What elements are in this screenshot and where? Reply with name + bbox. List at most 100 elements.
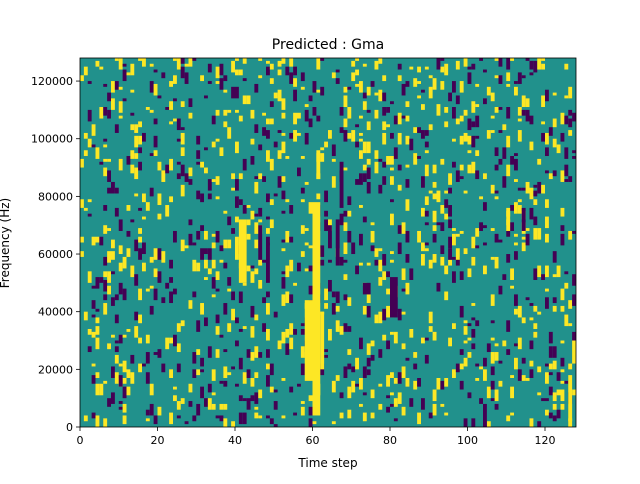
heatmap-cell bbox=[366, 141, 371, 154]
heatmap-cell bbox=[235, 196, 239, 208]
heatmap-cell bbox=[355, 83, 359, 87]
heatmap-cell bbox=[467, 352, 472, 358]
heatmap-cell bbox=[343, 274, 348, 280]
heatmap-cell bbox=[417, 230, 421, 243]
heatmap-cell bbox=[293, 412, 297, 416]
heatmap-cell bbox=[335, 69, 340, 73]
heatmap-cell bbox=[374, 248, 379, 257]
heatmap-cell bbox=[556, 389, 561, 396]
heatmap-cell bbox=[517, 187, 522, 191]
heatmap-cell bbox=[304, 300, 313, 381]
heatmap-cell bbox=[149, 187, 154, 197]
heatmap-cell bbox=[548, 127, 553, 136]
heatmap-cell bbox=[258, 389, 263, 399]
heatmap-cell bbox=[277, 60, 282, 67]
heatmap-cell bbox=[362, 412, 367, 422]
heatmap-cell bbox=[99, 383, 104, 396]
heatmap-cell bbox=[494, 107, 499, 113]
heatmap-cell bbox=[452, 323, 456, 329]
heatmap-cell bbox=[184, 72, 189, 84]
heatmap-cell bbox=[277, 89, 282, 102]
heatmap-cell bbox=[165, 107, 170, 110]
heatmap-cell bbox=[273, 141, 278, 148]
heatmap-cell bbox=[401, 115, 406, 119]
heatmap-cell bbox=[87, 199, 92, 203]
heatmap-cell bbox=[459, 305, 464, 318]
heatmap-cell bbox=[568, 418, 573, 427]
heatmap-cell bbox=[424, 242, 429, 246]
heatmap-cell bbox=[572, 150, 576, 154]
heatmap-cell bbox=[514, 153, 518, 157]
heatmap-cell bbox=[455, 256, 460, 266]
heatmap-cell bbox=[556, 265, 561, 278]
heatmap-cell bbox=[471, 328, 476, 338]
plot-frame bbox=[79, 57, 577, 428]
heatmap-cell bbox=[483, 202, 487, 211]
heatmap-cell bbox=[444, 265, 449, 275]
heatmap-cell bbox=[351, 242, 356, 255]
heatmap-cell bbox=[269, 199, 274, 206]
heatmap-cell bbox=[269, 63, 274, 70]
heatmap-cell bbox=[370, 222, 375, 226]
heatmap-cell bbox=[246, 398, 251, 410]
heatmap-cell bbox=[87, 271, 92, 283]
heatmap-cell bbox=[293, 89, 297, 102]
heatmap-cell bbox=[200, 357, 204, 367]
heatmap-cell bbox=[401, 311, 406, 315]
heatmap-cell bbox=[521, 242, 526, 252]
heatmap-cell bbox=[169, 196, 173, 203]
heatmap-cell bbox=[463, 320, 468, 324]
heatmap-cell bbox=[467, 268, 472, 278]
heatmap-cell bbox=[107, 228, 111, 231]
heatmap-cell bbox=[238, 199, 243, 206]
heatmap-cell bbox=[118, 282, 123, 295]
heatmap-cell bbox=[118, 58, 123, 70]
heatmap-cell bbox=[142, 363, 146, 367]
heatmap-cell bbox=[483, 242, 487, 246]
heatmap-cell bbox=[494, 343, 499, 347]
heatmap-cell bbox=[103, 83, 108, 87]
heatmap-cell bbox=[405, 115, 410, 122]
heatmap-cell bbox=[533, 331, 538, 338]
heatmap-cell bbox=[347, 107, 352, 119]
heatmap-cell bbox=[393, 398, 398, 407]
heatmap-cell bbox=[107, 92, 111, 102]
heatmap-cell bbox=[378, 58, 383, 64]
heatmap-cell bbox=[161, 72, 166, 79]
heatmap-cell bbox=[428, 259, 433, 269]
heatmap-cell bbox=[370, 412, 375, 419]
heatmap-cell bbox=[204, 248, 208, 255]
heatmap-cell bbox=[436, 104, 441, 116]
heatmap-cell bbox=[235, 58, 239, 61]
heatmap-cell bbox=[444, 63, 449, 76]
heatmap-cell bbox=[525, 297, 530, 301]
heatmap-cell bbox=[281, 98, 286, 110]
heatmap-cell bbox=[142, 262, 146, 272]
heatmap-cell bbox=[564, 271, 569, 275]
heatmap-cell bbox=[219, 78, 224, 90]
heatmap-cell bbox=[331, 421, 336, 425]
heatmap-cell bbox=[386, 124, 390, 128]
heatmap-cell bbox=[479, 398, 483, 404]
heatmap-cell bbox=[223, 380, 228, 387]
heatmap-cell bbox=[114, 354, 119, 364]
heatmap-cell bbox=[269, 118, 274, 125]
heatmap-cell bbox=[238, 357, 243, 370]
heatmap-cell bbox=[548, 386, 553, 396]
heatmap-cell bbox=[246, 95, 251, 105]
heatmap-cell bbox=[118, 262, 123, 272]
heatmap-cell bbox=[254, 239, 259, 249]
heatmap-cell bbox=[246, 219, 251, 226]
heatmap-cell bbox=[196, 320, 201, 332]
heatmap-cell bbox=[514, 251, 518, 260]
heatmap-cell bbox=[316, 89, 321, 93]
heatmap-cell bbox=[242, 412, 247, 425]
heatmap-cell bbox=[432, 233, 437, 243]
heatmap-cell bbox=[111, 297, 115, 306]
heatmap-cell bbox=[231, 308, 235, 321]
heatmap-cell bbox=[471, 101, 476, 113]
heatmap-cell bbox=[320, 245, 325, 257]
heatmap-cell bbox=[316, 193, 321, 200]
heatmap-cell bbox=[475, 150, 480, 157]
heatmap-cell bbox=[521, 236, 526, 240]
